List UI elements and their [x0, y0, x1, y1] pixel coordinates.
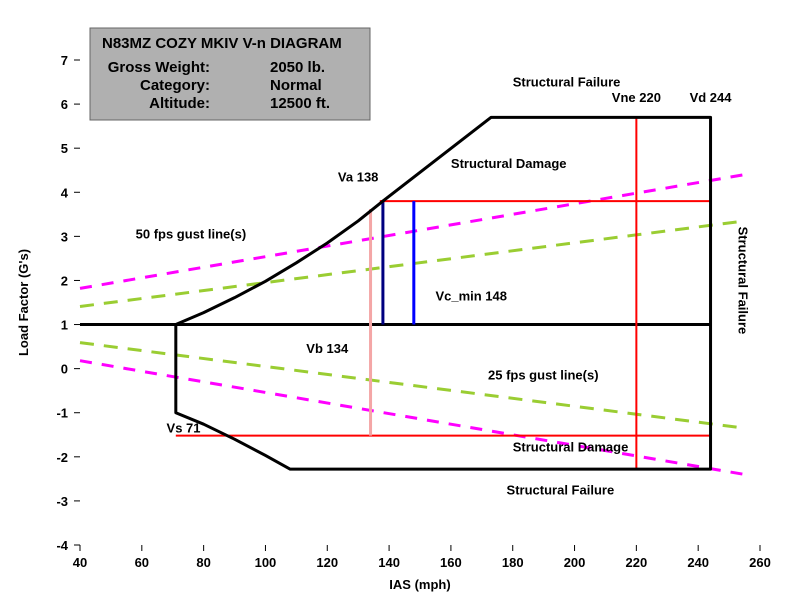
- x-tick-label: 120: [316, 555, 338, 570]
- annotation-6: Vc_min 148: [435, 288, 507, 303]
- annotation-7: Vb 134: [306, 341, 349, 356]
- y-tick-label: 4: [61, 185, 69, 200]
- info-val-2: 12500 ft.: [270, 95, 330, 112]
- info-val-0: 2050 lb.: [270, 59, 325, 76]
- x-axis-label: IAS (mph): [389, 577, 450, 592]
- annotation-5: 50 fps gust line(s): [136, 227, 247, 242]
- vn-diagram-chart: 406080100120140160180200220240260-4-3-2-…: [0, 0, 800, 600]
- x-tick-label: 200: [564, 555, 586, 570]
- info-val-1: Normal: [270, 77, 322, 94]
- annotation-1: Structural Damage: [451, 156, 567, 171]
- annotation-9: Vs 71: [167, 421, 201, 436]
- annotation-11: Structural Failure: [507, 482, 615, 497]
- y-axis-label: Load Factor (G's): [16, 249, 31, 356]
- y-tick-label: 0: [61, 362, 68, 377]
- x-tick-label: 220: [626, 555, 648, 570]
- x-tick-label: 260: [749, 555, 771, 570]
- y-tick-label: 6: [61, 97, 68, 112]
- x-tick-label: 80: [196, 555, 210, 570]
- y-tick-label: 2: [61, 273, 68, 288]
- annotation-12: Structural Failure: [735, 227, 750, 335]
- annotation-2: Va 138: [338, 169, 379, 184]
- info-key-0: Gross Weight:: [108, 59, 210, 76]
- annotation-8: 25 fps gust line(s): [488, 368, 599, 383]
- x-tick-label: 60: [135, 555, 149, 570]
- y-tick-label: 1: [61, 318, 68, 333]
- x-tick-label: 100: [255, 555, 277, 570]
- chart-svg: 406080100120140160180200220240260-4-3-2-…: [0, 0, 800, 600]
- info-key-2: Altitude:: [149, 95, 210, 112]
- x-tick-label: 180: [502, 555, 524, 570]
- y-tick-label: 7: [61, 53, 68, 68]
- annotation-0: Structural Failure: [513, 74, 621, 89]
- info-key-1: Category:: [140, 77, 210, 94]
- annotation-3: Vne 220: [612, 90, 661, 105]
- y-tick-label: -1: [56, 406, 68, 421]
- y-tick-label: -4: [56, 538, 68, 553]
- y-tick-label: 3: [61, 229, 68, 244]
- y-tick-label: -2: [56, 450, 68, 465]
- x-tick-label: 140: [378, 555, 400, 570]
- info-title: N83MZ COZY MKIV V-n DIAGRAM: [102, 35, 342, 52]
- y-tick-label: 5: [61, 141, 68, 156]
- annotation-4: Vd 244: [690, 90, 733, 105]
- x-tick-label: 40: [73, 555, 87, 570]
- x-tick-label: 160: [440, 555, 462, 570]
- x-tick-label: 240: [687, 555, 709, 570]
- y-tick-label: -3: [56, 494, 68, 509]
- annotation-10: Structural Damage: [513, 440, 629, 455]
